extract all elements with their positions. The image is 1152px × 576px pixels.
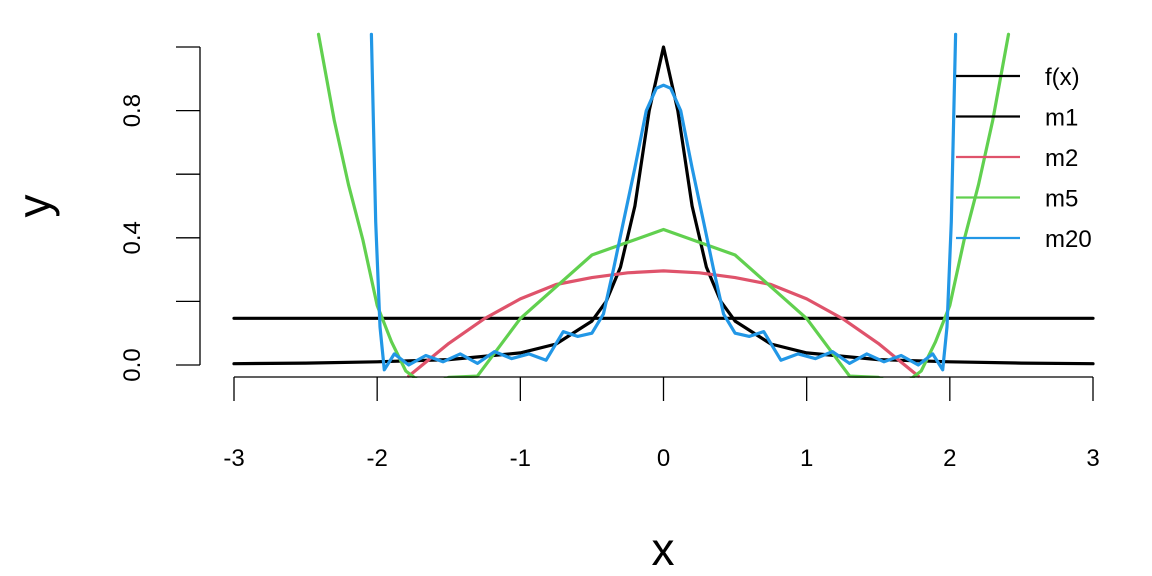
y-tick-label: 0.8 — [119, 94, 146, 127]
y-tick-label: 0.0 — [119, 348, 146, 381]
x-tick-label: -1 — [510, 445, 531, 472]
x-tick-label: 1 — [800, 445, 813, 472]
x-axis-title: x — [652, 523, 675, 575]
legend-item: m5 — [956, 186, 1078, 213]
x-tick-label: 2 — [943, 445, 956, 472]
x-tick-label: 0 — [657, 445, 670, 472]
y-axis-title: y — [8, 195, 60, 218]
axes: -3 -2 -1 0 1 2 3 0.0 0.4 0.8 — [119, 46, 1100, 472]
legend-item: f(x) — [956, 64, 1080, 91]
legend-item: m1 — [956, 105, 1078, 132]
series-line-m2 — [407, 269, 920, 378]
legend-label: m1 — [1045, 105, 1078, 132]
x-tick-label: 3 — [1086, 445, 1099, 472]
legend-item: m20 — [956, 226, 1092, 253]
series-line-fx — [232, 45, 1095, 366]
legend-label: m2 — [1045, 145, 1078, 172]
x-tick-label: -3 — [223, 445, 244, 472]
series-line-m5 — [316, 32, 1011, 378]
legend-item: m2 — [956, 145, 1078, 172]
y-tick-label: 0.4 — [119, 221, 146, 254]
x-tick-label: -2 — [366, 445, 387, 472]
series-layer — [232, 32, 1095, 378]
legend-label: m5 — [1045, 186, 1078, 213]
legend-label: f(x) — [1045, 64, 1080, 91]
series-line-m20 — [369, 32, 958, 372]
legend: f(x) m1 m2 m5 m20 — [956, 64, 1092, 253]
legend-label: m20 — [1045, 226, 1092, 253]
